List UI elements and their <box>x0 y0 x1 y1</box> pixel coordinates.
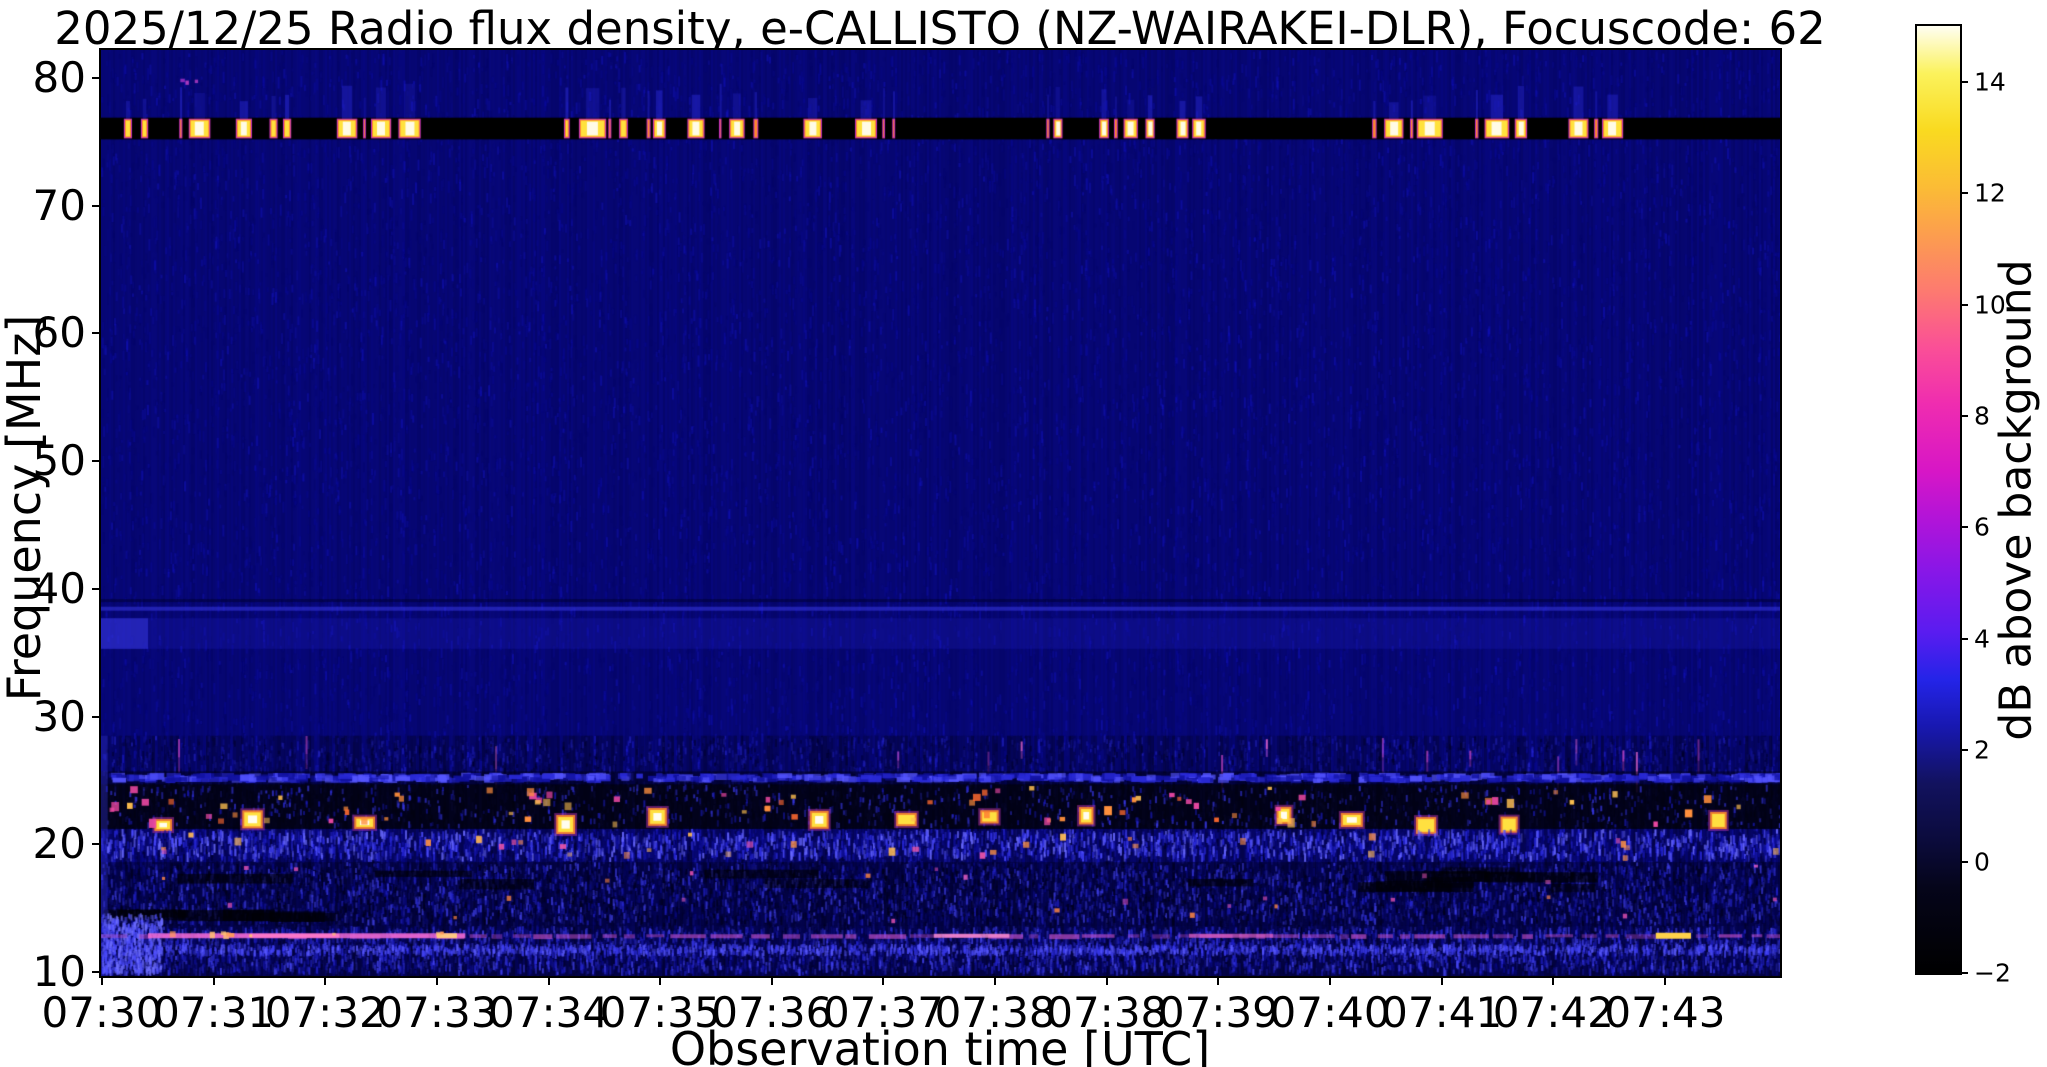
x-tick-label: 07:42 <box>1492 988 1614 1037</box>
x-tick-label: 07:38 <box>934 988 1056 1037</box>
colorbar-tick-mark <box>1960 749 1968 752</box>
x-tick-label: 07:30 <box>41 988 163 1037</box>
x-tick-label: 07:31 <box>153 988 275 1037</box>
colorbar-tick-label: 14 <box>1974 67 2006 97</box>
colorbar-tick-mark <box>1960 192 1968 195</box>
spectrogram-heatmap <box>101 50 1780 976</box>
x-tick-mark <box>1552 976 1555 985</box>
colorbar-tick-mark <box>1960 303 1968 306</box>
x-tick-label: 07:41 <box>1381 988 1503 1037</box>
x-tick-label: 07:32 <box>264 988 386 1037</box>
colorbar <box>1915 24 1962 975</box>
colorbar-tick-label: 4 <box>1974 624 1990 654</box>
y-tick-mark <box>92 204 101 207</box>
x-tick-label: 07:33 <box>376 988 498 1037</box>
x-tick-label: 07:36 <box>711 988 833 1037</box>
colorbar-tick-label: 0 <box>1974 847 1990 877</box>
y-tick-mark <box>92 970 101 973</box>
x-tick-mark <box>435 976 438 985</box>
y-tick-label: 40 <box>32 563 86 613</box>
x-tick-label: 07:35 <box>599 988 721 1037</box>
colorbar-tick-mark <box>1960 860 1968 863</box>
x-tick-mark <box>212 976 215 985</box>
x-tick-mark <box>547 976 550 985</box>
y-tick-mark <box>92 460 101 463</box>
y-tick-label: 30 <box>32 691 86 741</box>
y-tick-mark <box>92 715 101 718</box>
x-tick-mark <box>324 976 327 985</box>
plot-area <box>99 48 1782 978</box>
x-tick-mark <box>770 976 773 985</box>
x-tick-mark <box>1663 976 1666 985</box>
x-tick-label: 07:39 <box>1157 988 1279 1037</box>
y-axis-label: Frequency [MHz] <box>0 314 51 702</box>
x-tick-label: 07:34 <box>488 988 610 1037</box>
x-tick-mark <box>1217 976 1220 985</box>
x-tick-mark <box>659 976 662 985</box>
colorbar-tick-mark <box>1960 637 1968 640</box>
colorbar-tick-label: 8 <box>1974 401 1990 431</box>
y-tick-label: 60 <box>32 308 86 358</box>
y-tick-label: 20 <box>32 819 86 869</box>
colorbar-tick-label: 2 <box>1974 735 1990 765</box>
y-tick-label: 70 <box>32 180 86 230</box>
x-tick-mark <box>994 976 997 985</box>
y-tick-label: 80 <box>32 53 86 103</box>
y-tick-label: 10 <box>32 946 86 996</box>
y-tick-label: 50 <box>32 436 86 486</box>
colorbar-gradient <box>1917 26 1960 973</box>
x-tick-label: 07:43 <box>1604 988 1726 1037</box>
colorbar-tick-mark <box>1960 972 1968 974</box>
colorbar-tick-label: −2 <box>1974 958 2011 988</box>
colorbar-label: dB above background <box>1990 259 2042 741</box>
x-tick-mark <box>882 976 885 985</box>
y-tick-mark <box>92 843 101 846</box>
colorbar-tick-label: 6 <box>1974 512 1990 542</box>
x-tick-label: 07:40 <box>1269 988 1391 1037</box>
colorbar-tick-mark <box>1960 526 1968 529</box>
y-tick-mark <box>92 587 101 590</box>
x-tick-label: 07:37 <box>822 988 944 1037</box>
chart-title: 2025/12/25 Radio flux density, e-CALLIST… <box>54 2 1826 55</box>
x-tick-mark <box>1105 976 1108 985</box>
x-tick-mark <box>1329 976 1332 985</box>
x-axis-label: Observation time [UTC] <box>669 1022 1211 1067</box>
x-tick-mark <box>101 976 103 985</box>
y-tick-mark <box>92 77 101 80</box>
x-tick-label: 07:38 <box>1046 988 1168 1037</box>
colorbar-tick-mark <box>1960 414 1968 417</box>
colorbar-tick-label: 12 <box>1974 178 2006 208</box>
y-tick-mark <box>92 332 101 335</box>
colorbar-tick-mark <box>1960 80 1968 83</box>
colorbar-tick-label: 10 <box>1974 290 2006 320</box>
x-tick-mark <box>1440 976 1443 985</box>
